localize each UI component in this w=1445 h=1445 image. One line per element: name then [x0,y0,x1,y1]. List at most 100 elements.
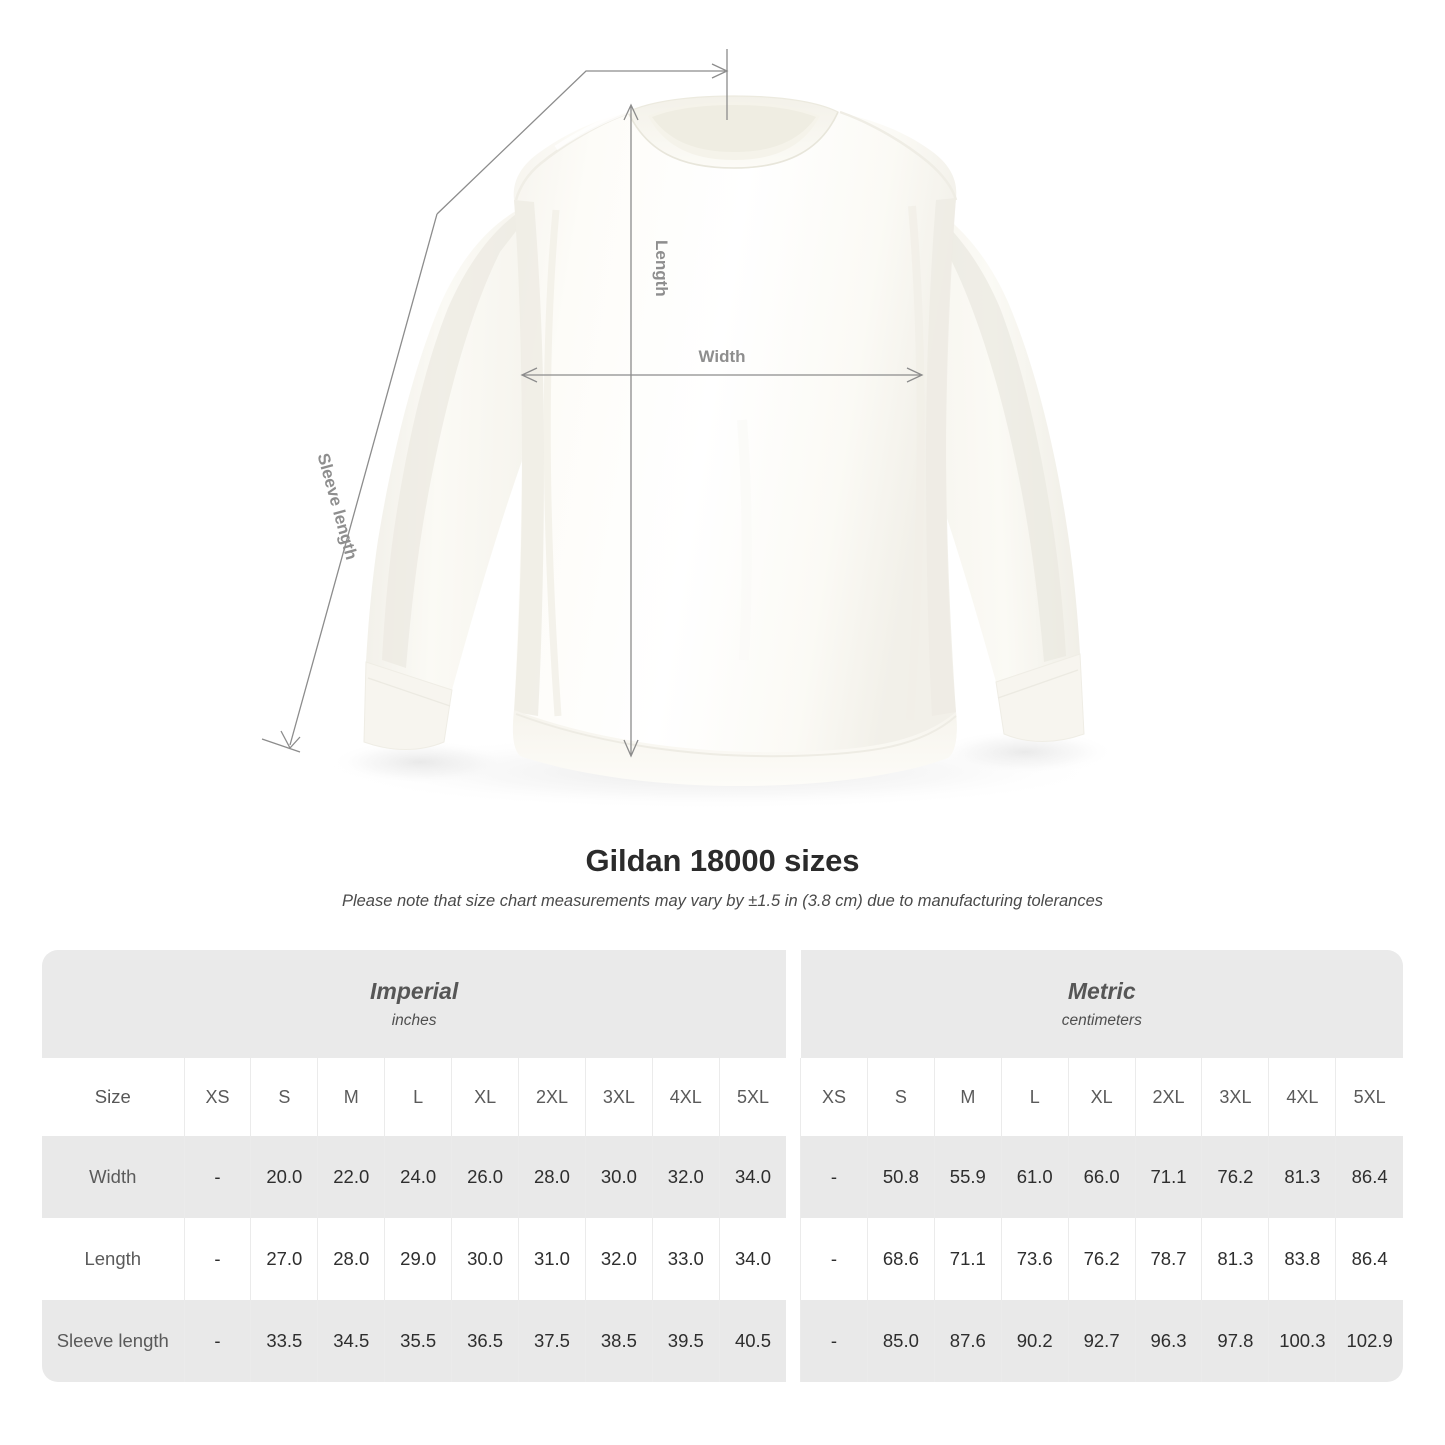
cell-metric-length-m: 71.1 [933,1218,1002,1300]
column-header-metric-xl: XL [1067,1058,1136,1136]
cell-imperial-length-xs: - [183,1218,251,1300]
width-arrow-left [520,367,538,383]
cell-metric-width-xs: - [800,1136,868,1218]
cell-metric-length-l: 73.6 [1000,1218,1069,1300]
cell-metric-length-4xl: 83.8 [1268,1218,1336,1300]
cell-metric-width-xl: 66.0 [1067,1136,1136,1218]
collar-back-neck [652,105,816,152]
cell-imperial-sleeve-length-2xl: 37.5 [518,1300,586,1382]
sweatshirt-body [513,112,957,781]
row-gap-length [786,1218,801,1300]
cell-metric-sleeve-length-3xl: 97.8 [1201,1300,1269,1382]
row-gap-sleeve-length [786,1300,801,1382]
cell-imperial-sleeve-length-m: 34.5 [317,1300,385,1382]
column-header-metric-s: S [866,1058,935,1136]
right-cuff-ribline [997,669,1079,699]
cell-metric-length-3xl: 81.3 [1201,1218,1269,1300]
body-fold-left [543,209,562,717]
cell-metric-width-2xl: 71.1 [1134,1136,1202,1218]
row-label-length: Length [42,1218,184,1300]
sleeve-shadow-left [330,740,510,784]
cell-metric-sleeve-length-l: 90.2 [1000,1300,1069,1382]
row-gap-width [786,1136,801,1218]
unit-name-imperial: Imperial [370,978,459,1005]
cell-imperial-sleeve-length-3xl: 38.5 [584,1300,653,1382]
cell-imperial-sleeve-length-xs: - [183,1300,251,1382]
size-chart-table-wrapper: Imperial inches Metric centimeters Size X… [42,950,1403,1382]
sleeve-length-label: Sleeve length [313,451,361,562]
cell-imperial-sleeve-length-l: 35.5 [384,1300,452,1382]
cell-metric-sleeve-length-m: 87.6 [933,1300,1002,1382]
column-header-metric-2xl: 2XL [1134,1058,1202,1136]
cell-imperial-width-3xl: 30.0 [584,1136,653,1218]
column-header-imperial-l: L [384,1058,452,1136]
unit-cell-metric: Metric centimeters [800,950,1403,1058]
cell-imperial-length-3xl: 32.0 [584,1218,653,1300]
right-sleeve-shading [900,190,1066,662]
row-label-width: Width [42,1136,184,1218]
length-arrow-bottom [623,739,639,758]
column-header-metric-4xl: 4XL [1268,1058,1336,1136]
sleeve-length-line [289,213,438,746]
cell-metric-width-l: 61.0 [1000,1136,1069,1218]
column-header-metric-xs: XS [800,1058,868,1136]
collar-outer-edge [627,111,839,169]
cell-metric-length-xl: 76.2 [1067,1218,1136,1300]
shoulder-highlight [554,107,633,151]
left-sleeve-shading [382,200,540,668]
sleeve-length-tick-bottom [261,738,301,753]
cell-imperial-width-4xl: 32.0 [651,1136,720,1218]
cell-imperial-width-m: 22.0 [317,1136,385,1218]
measurement-annotations [261,49,924,758]
cell-imperial-width-5xl: 34.0 [718,1136,787,1218]
body-shade-left-edge [514,200,544,716]
cell-imperial-length-m: 28.0 [317,1218,385,1300]
cell-metric-width-4xl: 81.3 [1268,1136,1336,1218]
garment-illustration: Length Width Sleeve length [261,49,1115,810]
unit-band-gap [786,950,801,1058]
table-row-sleeve-length: Sleeve length -33.5 34.5 35.5 36.5 37.5 38.5 39… [42,1300,1403,1382]
cell-metric-sleeve-length-4xl: 100.3 [1268,1300,1336,1382]
cell-metric-width-m: 55.9 [933,1136,1002,1218]
hem-seam-line [515,713,957,758]
cell-metric-length-s: 68.6 [866,1218,935,1300]
unit-sub-imperial: inches [391,1011,437,1029]
sleeve-shadow-right [935,730,1115,774]
left-cuff-ribline [367,677,451,707]
body-fold-center [737,419,752,661]
unit-sub-metric: centimeters [1061,1011,1142,1029]
cell-metric-sleeve-length-5xl: 102.9 [1335,1300,1403,1382]
tolerance-note: Please note that size chart measurements… [341,891,1104,910]
body-fold-right [906,205,925,721]
unit-cell-imperial: Imperial inches [42,950,787,1058]
table-row-length: Length -27.0 28.0 29.0 30.0 31.0 32.0 33.0 34.0-… [42,1218,1403,1300]
size-chart-table: Imperial inches Metric centimeters Size X… [42,950,1403,1382]
cell-imperial-sleeve-length-4xl: 39.5 [651,1300,720,1382]
cell-imperial-length-xl: 30.0 [451,1218,519,1300]
table-row-width: Width -20.0 22.0 24.0 26.0 28.0 30.0 32.0 34.0-5… [42,1136,1403,1218]
cell-metric-sleeve-length-2xl: 96.3 [1134,1300,1202,1382]
hem-ribbing [512,710,957,786]
column-header-imperial-xl: XL [451,1058,519,1136]
cell-metric-width-5xl: 86.4 [1335,1136,1403,1218]
cell-metric-width-3xl: 76.2 [1201,1136,1269,1218]
column-header-imperial-4xl: 4XL [651,1058,720,1136]
cell-imperial-sleeve-length-s: 33.5 [250,1300,318,1382]
column-header-metric-m: M [933,1058,1002,1136]
cell-metric-length-2xl: 78.7 [1134,1218,1202,1300]
cell-imperial-width-l: 24.0 [384,1136,452,1218]
cell-imperial-length-2xl: 31.0 [518,1218,586,1300]
cell-imperial-sleeve-length-5xl: 40.5 [718,1300,787,1382]
cell-imperial-width-2xl: 28.0 [518,1136,586,1218]
column-header-metric-l: L [1000,1058,1069,1136]
cell-imperial-length-5xl: 34.0 [718,1218,787,1300]
cell-metric-sleeve-length-xl: 92.7 [1067,1300,1136,1382]
sleeve-leader-line [436,70,725,215]
column-header-size: Size [42,1058,184,1136]
row-label-sleeve-length: Sleeve length [42,1300,184,1382]
width-arrow-right [906,367,924,383]
width-label: Width [698,347,745,366]
cell-metric-sleeve-length-s: 85.0 [866,1300,935,1382]
body-shade-right-edge [926,198,956,716]
size-header-row: Size XS S M L XL 2XL 3XL 4XL 5XL XS S M L XL 2XL 3XL 4XL 5… [42,1058,1403,1136]
